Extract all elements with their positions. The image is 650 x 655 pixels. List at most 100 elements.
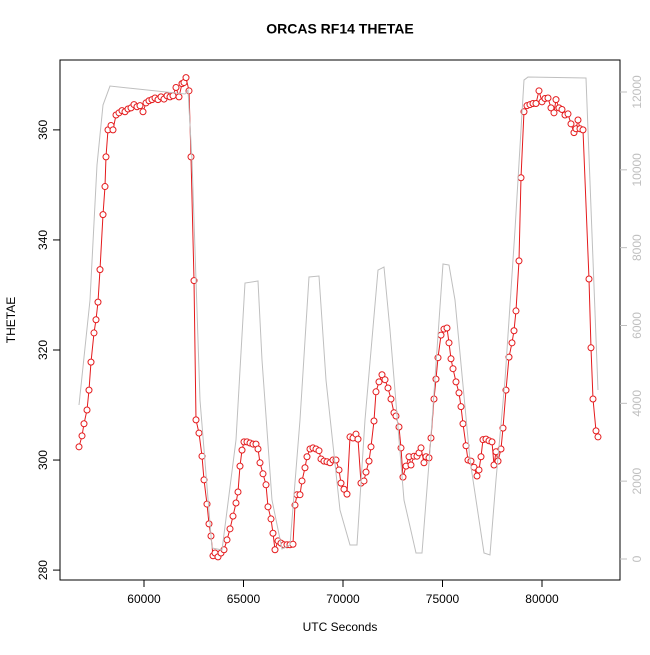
series-point	[499, 424, 507, 432]
series-point	[229, 512, 237, 520]
series-point	[420, 459, 428, 467]
series-point	[169, 92, 177, 100]
series-point	[532, 99, 540, 107]
series-point	[585, 275, 593, 283]
series-point	[574, 116, 582, 124]
series-point	[289, 540, 297, 548]
series-point	[547, 104, 555, 112]
series-point	[452, 378, 460, 386]
series-point	[92, 316, 100, 324]
series-point	[271, 546, 279, 554]
series-point	[455, 389, 463, 397]
y2-tick-label: 0	[630, 555, 644, 562]
series-point	[301, 464, 309, 472]
series-point	[365, 457, 373, 465]
series-line	[78, 76, 599, 556]
y2-tick-label: 12000	[630, 75, 644, 109]
series-point	[437, 331, 445, 339]
series-point	[259, 470, 267, 478]
series-point	[449, 365, 457, 373]
series-point	[256, 459, 264, 467]
series-point	[298, 477, 306, 485]
series-point	[354, 435, 362, 443]
series-point	[459, 420, 467, 428]
series-point	[512, 307, 520, 315]
series-point	[172, 84, 180, 92]
series-point	[417, 444, 425, 452]
series-point	[223, 536, 231, 544]
series-point	[397, 444, 405, 452]
series-point	[254, 445, 262, 453]
series-point	[372, 388, 380, 396]
series-point	[187, 153, 195, 161]
series-point	[510, 327, 518, 335]
y2-tick-label: 6000	[630, 312, 644, 339]
series-point	[96, 266, 104, 274]
series-point	[109, 126, 117, 134]
series-point	[136, 102, 144, 110]
series-point	[544, 94, 552, 102]
series-point	[175, 93, 183, 101]
series-point	[80, 420, 88, 428]
series-point	[443, 324, 451, 332]
series-point	[579, 126, 587, 134]
x-tick-label: 70000	[326, 592, 360, 606]
series-point	[78, 432, 86, 440]
series-point	[185, 87, 193, 95]
series-point	[587, 344, 595, 352]
series-point	[592, 427, 600, 435]
series-point	[457, 403, 465, 411]
series-point	[269, 529, 277, 537]
series-point	[432, 375, 440, 383]
series-point	[360, 477, 368, 485]
series-point	[445, 339, 453, 347]
y-tick-label: 320	[36, 340, 50, 360]
y-axis-label: THETAE	[4, 297, 18, 343]
x-tick-label: 75000	[426, 592, 460, 606]
series-point	[375, 378, 383, 386]
series-point	[399, 473, 407, 481]
series-point	[90, 329, 98, 337]
y-tick-label: 360	[36, 120, 50, 140]
y2-tick-label: 4000	[630, 390, 644, 417]
series-point	[182, 74, 190, 82]
series-point	[392, 412, 400, 420]
series-point	[343, 490, 351, 498]
series-point	[395, 423, 403, 431]
series-point	[264, 503, 272, 511]
series-point	[234, 488, 242, 496]
series-point	[94, 298, 102, 306]
series-point	[515, 257, 523, 265]
series-point	[508, 339, 516, 347]
series-point	[552, 96, 560, 104]
series-point	[475, 466, 483, 474]
plot-box	[59, 59, 621, 581]
series-point	[236, 462, 244, 470]
x-axis-label: UTC Seconds	[303, 620, 378, 634]
series-point	[139, 108, 147, 116]
series-point	[407, 461, 415, 469]
series-point	[200, 476, 208, 484]
series-point	[505, 353, 513, 361]
series-point	[384, 384, 392, 392]
series-point	[102, 153, 110, 161]
series-point	[370, 417, 378, 425]
series-point	[101, 183, 109, 191]
series-point	[477, 453, 485, 461]
series-point	[589, 395, 597, 403]
series-point	[558, 106, 566, 114]
y2-tick-label: 8000	[630, 234, 644, 261]
series-point	[473, 472, 481, 480]
series-point	[567, 120, 575, 128]
series-point	[83, 406, 91, 414]
chart-title: ORCAS RF14 THETAE	[266, 21, 414, 37]
series-point	[205, 520, 213, 528]
series-point	[303, 453, 311, 461]
series-point	[315, 447, 323, 455]
series-point	[387, 395, 395, 403]
series-point	[192, 416, 200, 424]
series-point	[87, 358, 95, 366]
series-point	[75, 443, 83, 451]
y-tick-label: 300	[36, 450, 50, 470]
